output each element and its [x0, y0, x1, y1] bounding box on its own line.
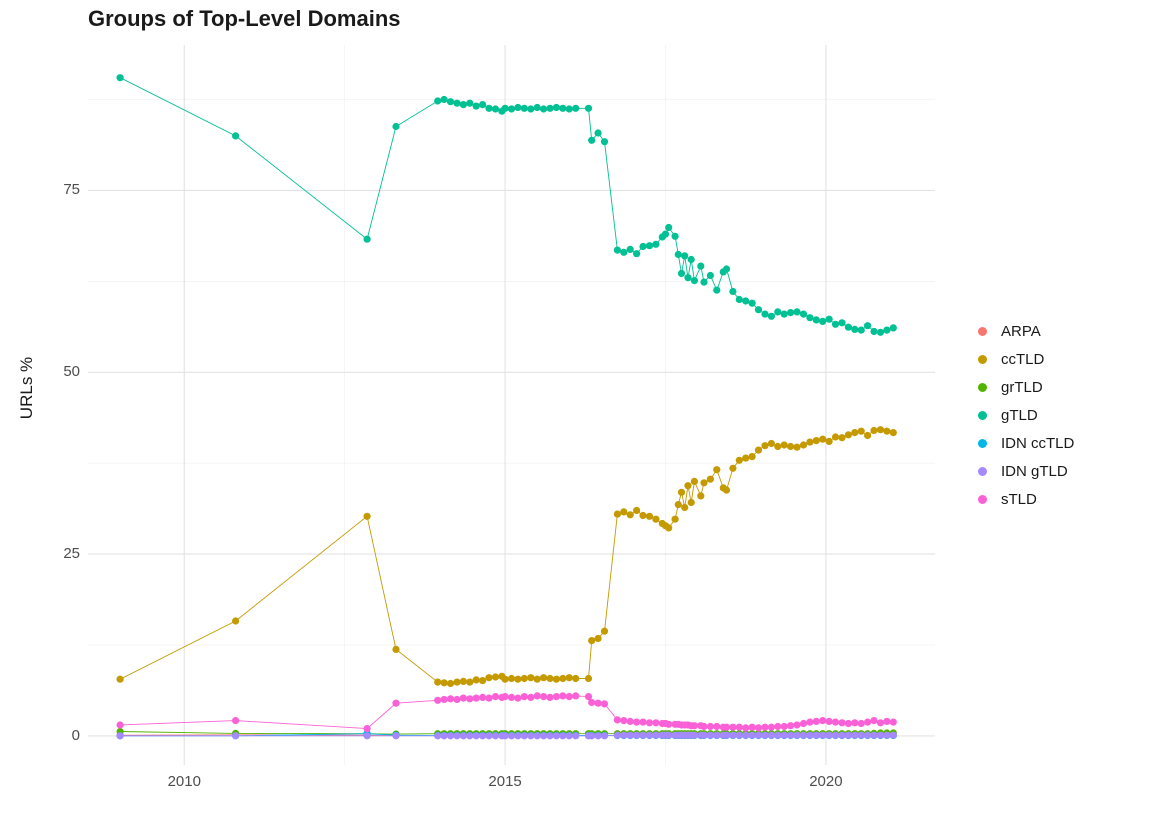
legend-dot-cctld — [978, 354, 987, 364]
legend-label-gtld: gTLD — [1001, 406, 1038, 424]
legend-dot-gtld — [978, 410, 987, 420]
chart-title: Groups of Top-Level Domains — [88, 6, 401, 31]
plot-panel — [88, 45, 935, 765]
legend-label-cctld: ccTLD — [1001, 350, 1045, 368]
legend-label-grtld: grTLD — [1001, 378, 1043, 396]
legend-label-arpa: ARPA — [1001, 322, 1041, 340]
legend-item-stld: sTLD — [978, 485, 1074, 513]
legend-item-idn-cctld: IDN ccTLD — [978, 429, 1074, 457]
legend-label-idn-cctld: IDN ccTLD — [1001, 434, 1075, 452]
legend: ARPA ccTLD grTLD gTLD IDN ccTLD IDN gTLD… — [978, 317, 1074, 513]
legend-dot-arpa — [978, 326, 987, 336]
x-tick-label: 2010 — [167, 773, 201, 790]
legend-item-cctld: ccTLD — [978, 345, 1074, 373]
legend-dot-stld — [978, 494, 987, 504]
legend-item-arpa: ARPA — [978, 317, 1074, 345]
y-tick-label: 75 — [63, 181, 80, 199]
x-tick-label: 2020 — [809, 773, 843, 790]
legend-dot-idn-cctld — [978, 438, 987, 448]
y-tick-label: 25 — [63, 545, 80, 563]
legend-label-stld: sTLD — [1001, 490, 1037, 508]
y-tick-label: 0 — [71, 726, 80, 744]
y-axis-title: URLs % — [17, 356, 36, 420]
legend-dot-grtld — [978, 382, 987, 392]
y-tick-label: 50 — [63, 363, 80, 381]
legend-item-grtld: grTLD — [978, 373, 1074, 401]
legend-label-idn-gtld: IDN gTLD — [1001, 462, 1068, 480]
x-tick-label: 2015 — [488, 773, 522, 790]
legend-dot-idn-gtld — [978, 466, 987, 476]
legend-item-idn-gtld: IDN gTLD — [978, 457, 1074, 485]
legend-item-gtld: gTLD — [978, 401, 1074, 429]
